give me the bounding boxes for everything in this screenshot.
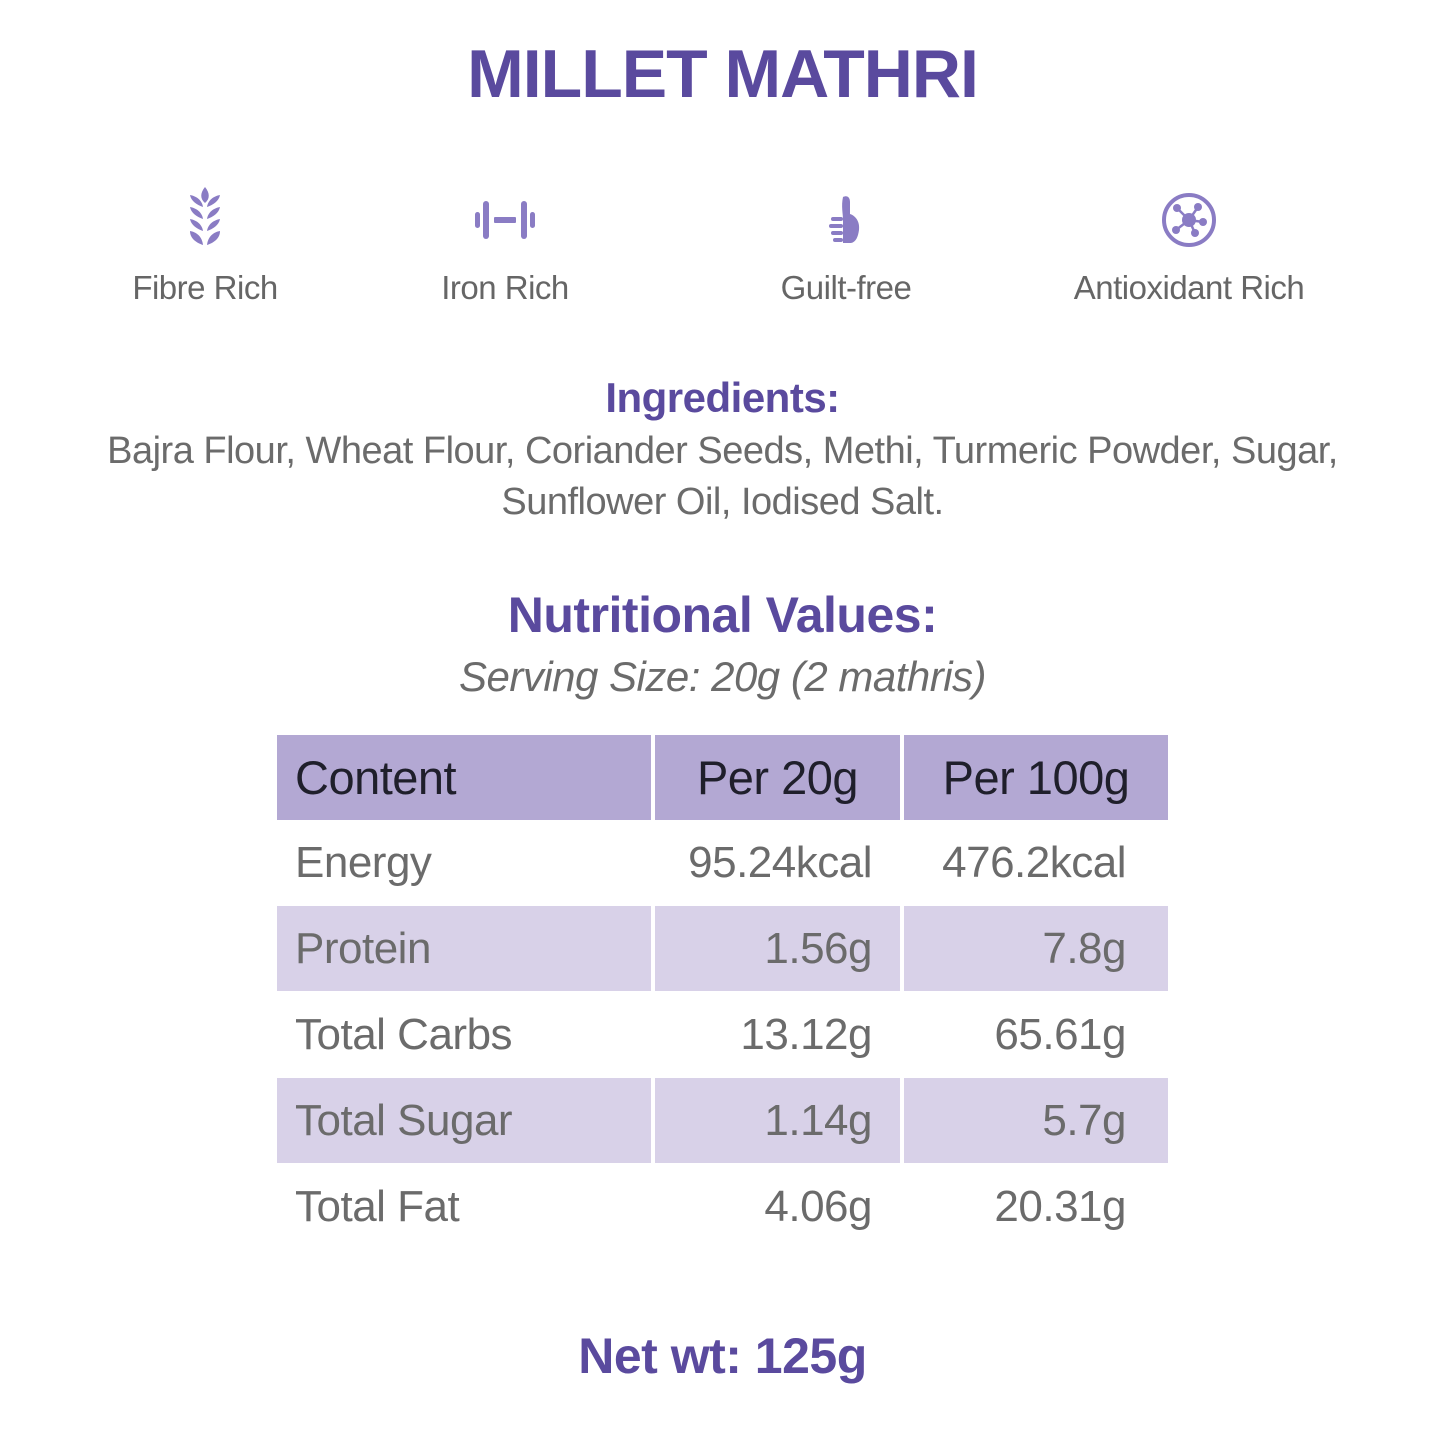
nutrition-heading: Nutritional Values: — [507, 587, 938, 643]
feature-label: Guilt-free — [780, 269, 912, 306]
ingredients-heading: Ingredients: — [605, 374, 840, 421]
feature-label: Fibre Rich — [132, 269, 278, 306]
nutrient-name: Total Fat — [295, 1181, 460, 1231]
ingredients-line-2: Sunflower Oil, Iodised Salt. — [501, 481, 944, 523]
nutrient-name: Total Carbs — [295, 1009, 513, 1059]
nutrient-name: Energy — [295, 837, 432, 887]
value-per-20g: 1.56g — [655, 906, 900, 991]
column-header-content: Content — [277, 735, 651, 820]
ingredients-list: Bajra Flour, Wheat Flour, Coriander Seed… — [60, 426, 1385, 528]
value-per-100g: 7.8g — [904, 906, 1168, 991]
value-per-100g: 65.61g — [994, 1009, 1126, 1059]
net-weight: Net wt: 125g — [578, 1328, 867, 1384]
nutrient-name: Protein — [277, 906, 651, 991]
value-per-100g: 5.7g — [904, 1078, 1168, 1163]
serving-size: Serving Size: 20g (2 mathris) — [458, 653, 987, 700]
feature-label: Antioxidant Rich — [1073, 269, 1305, 306]
nutrient-name: Total Sugar — [277, 1078, 651, 1163]
column-header-per-20g: Per 20g — [655, 735, 900, 820]
feature-badges: Fibre Rich Iron Rich — [0, 180, 1445, 320]
feature-antioxidant-rich: Antioxidant Rich — [1039, 180, 1339, 308]
product-title: MILLET MATHRI — [467, 36, 979, 112]
table-row: Energy 95.24kcal 476.2kcal — [277, 820, 1168, 905]
wheat-icon — [55, 180, 355, 260]
value-per-100g: 476.2kcal — [942, 837, 1126, 887]
value-per-100g: 20.31g — [994, 1181, 1126, 1231]
table-header-row: Content Per 20g Per 100g — [277, 735, 1168, 820]
ingredients-line-1: Bajra Flour, Wheat Flour, Coriander Seed… — [107, 430, 1338, 472]
value-per-20g: 4.06g — [764, 1181, 872, 1231]
thumbs-up-icon — [696, 180, 996, 260]
dumbbell-icon — [355, 180, 655, 260]
feature-label: Iron Rich — [441, 269, 569, 306]
value-per-20g: 13.12g — [740, 1009, 872, 1059]
table-row: Total Fat 4.06g 20.31g — [277, 1164, 1168, 1249]
feature-fibre-rich: Fibre Rich — [55, 180, 355, 308]
table-row: Total Sugar 1.14g 5.7g — [277, 1078, 1168, 1163]
feature-guilt-free: Guilt-free — [696, 180, 996, 308]
column-header-per-100g: Per 100g — [904, 735, 1168, 820]
nutrition-table: Content Per 20g Per 100g Energy 95.24kca… — [277, 735, 1168, 1249]
feature-iron-rich: Iron Rich — [355, 180, 655, 308]
table-row: Total Carbs 13.12g 65.61g — [277, 992, 1168, 1077]
molecule-icon — [1039, 180, 1339, 260]
value-per-20g: 95.24kcal — [688, 837, 872, 887]
value-per-20g: 1.14g — [655, 1078, 900, 1163]
table-row: Protein 1.56g 7.8g — [277, 906, 1168, 991]
